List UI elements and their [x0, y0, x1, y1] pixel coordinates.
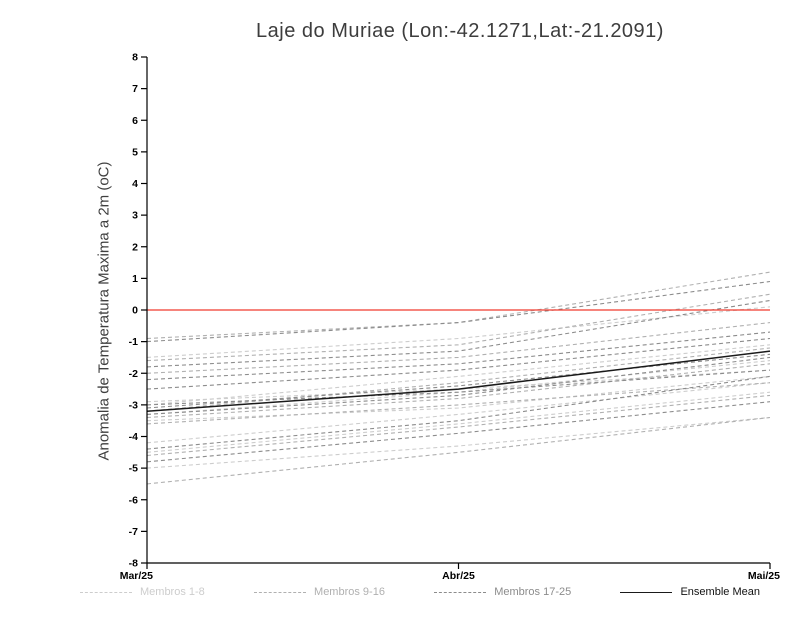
svg-text:Mai/25: Mai/25	[748, 570, 780, 582]
svg-text:Abr/25: Abr/25	[442, 570, 475, 582]
svg-text:6: 6	[132, 115, 138, 127]
svg-text:5: 5	[132, 146, 138, 158]
legend-item-membros-1-8: Membros 1-8	[80, 586, 205, 598]
legend-label-membros-1-8: Membros 1-8	[140, 586, 205, 598]
svg-text:-6: -6	[129, 494, 138, 506]
svg-text:4: 4	[132, 178, 138, 190]
legend-item-ensemble-mean: Ensemble Mean	[620, 586, 760, 598]
legend-label-ensemble-mean: Ensemble Mean	[680, 586, 760, 598]
svg-text:-8: -8	[129, 558, 138, 570]
legend: Membros 1-8 Membros 9-16 Membros 17-25 E…	[80, 586, 760, 598]
svg-text:-4: -4	[129, 431, 138, 443]
svg-text:3: 3	[132, 210, 138, 222]
svg-text:Mar/25: Mar/25	[120, 570, 153, 582]
legend-line-sample-ensemble-mean	[620, 591, 673, 593]
chart-title: Laje do Muriae (Lon:-42.1271,Lat:-21.209…	[256, 20, 664, 42]
svg-text:0: 0	[132, 305, 138, 317]
svg-text:8: 8	[132, 52, 138, 64]
legend-line-sample-membros-17-25	[434, 591, 487, 593]
svg-text:1: 1	[132, 273, 138, 285]
legend-item-membros-17-25: Membros 17-25	[434, 586, 571, 598]
svg-text:-7: -7	[129, 526, 138, 538]
svg-text:-2: -2	[129, 368, 138, 380]
legend-item-membros-9-16: Membros 9-16	[254, 586, 385, 598]
svg-text:2: 2	[132, 241, 138, 253]
svg-text:-3: -3	[129, 399, 138, 411]
svg-text:-5: -5	[129, 463, 138, 475]
legend-line-sample-membros-9-16	[254, 591, 307, 593]
legend-label-membros-17-25: Membros 17-25	[494, 586, 572, 598]
legend-label-membros-9-16: Membros 9-16	[314, 586, 385, 598]
svg-text:7: 7	[132, 83, 138, 95]
svg-text:-1: -1	[129, 336, 138, 348]
legend-line-sample-membros-1-8	[80, 591, 132, 593]
